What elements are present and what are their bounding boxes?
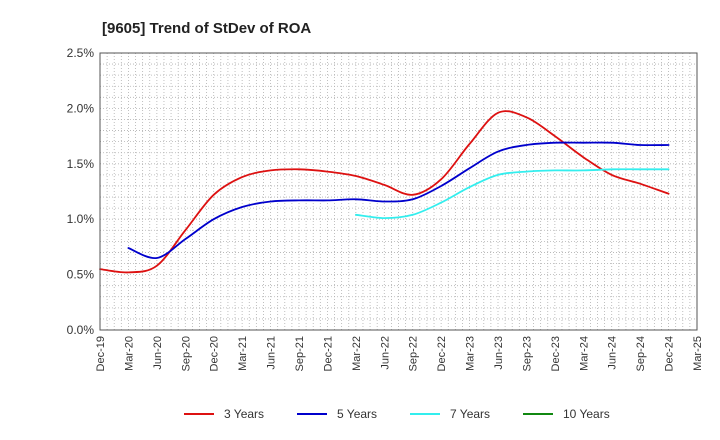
series-lines [99,110,670,274]
x-tick-label: Dec-24 [664,336,676,371]
y-tick-label: 1.0% [67,212,95,226]
x-axis: Dec-19 Mar-20 Jun-20 Sep-20 Dec-20 Mar-21 Jun-… [95,336,704,371]
plot-frame [99,52,698,331]
legend-label: 5 Years [337,407,377,421]
y-tick-label: 2.5% [67,46,95,60]
x-tick-label: Mar-20 [123,336,135,371]
chart-title: [9605] Trend of StDev of ROA [102,20,311,37]
x-tick-label: Sep-23 [521,336,533,371]
x-tick-label: Dec-22 [436,336,448,371]
x-tick-label: Jun-22 [379,336,391,370]
x-tick-label: Jun-24 [607,336,619,370]
x-tick-label: Sep-24 [635,336,647,371]
y-axis: 0.0% 0.5% 1.0% 1.5% 2.0% 2.5% [67,46,95,337]
legend-label: 3 Years [224,407,264,421]
x-tick-label: Mar-23 [465,336,477,371]
legend: 3 Years 5 Years 7 Years 10 Years [184,407,610,421]
series-line-2 [127,141,670,259]
x-tick-label: Sep-21 [294,336,306,371]
y-tick-label: 2.0% [67,101,95,115]
legend-label: 7 Years [450,407,490,421]
x-tick-label: Jun-21 [266,336,278,370]
x-tick-label: Sep-20 [180,336,192,371]
x-tick-label: Mar-25 [692,336,704,371]
y-tick-label: 0.0% [67,323,95,337]
series-line-1 [99,110,670,274]
series-line-3 [355,168,670,219]
x-tick-label: Mar-22 [351,336,363,371]
x-tick-label: Mar-24 [578,336,590,371]
x-tick-label: Dec-19 [95,336,107,371]
y-tick-label: 1.5% [67,157,95,171]
grid-lines [99,52,698,331]
x-tick-label: Jun-23 [493,336,505,370]
x-tick-label: Mar-21 [237,336,249,371]
y-tick-label: 0.5% [67,268,95,282]
x-tick-label: Dec-23 [550,336,562,371]
x-tick-label: Dec-20 [209,336,221,371]
legend-label: 10 Years [563,407,610,421]
x-tick-label: Sep-22 [408,336,420,371]
x-tick-label: Jun-20 [152,336,164,370]
x-tick-label: Dec-21 [322,336,334,371]
